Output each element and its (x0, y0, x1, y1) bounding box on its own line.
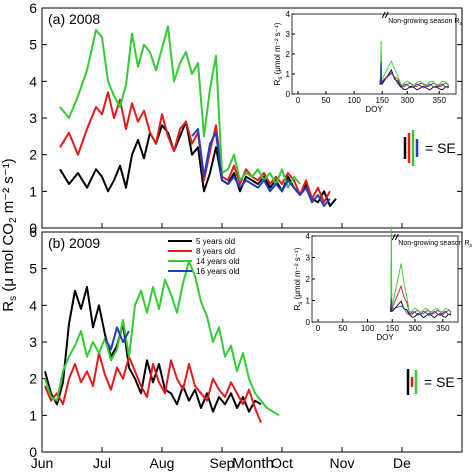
x-axis-label: Month (232, 455, 274, 472)
inset-frame (291, 13, 457, 95)
legend-label: 14 years old (196, 257, 240, 266)
se-label: = SE (425, 140, 456, 156)
y-tick-label: 6 (29, 0, 37, 16)
inset-series-line (379, 51, 449, 91)
inset-chart: 0 1 2 3 4 0 50 100 150 300 350 DOY Rs (μmol m⁻² s⁻¹)… (293, 226, 473, 342)
inset-y-tick-label: 0 (306, 318, 311, 327)
axis-break-mark (381, 11, 386, 19)
y-tick-label: 6 (29, 224, 37, 240)
inset-y-tick-label: 2 (286, 50, 291, 59)
inset-frame (311, 235, 459, 323)
y-tick-label: 4 (29, 297, 37, 313)
y-tick-label: 0 (29, 444, 37, 460)
y-tick-label: 3 (29, 334, 37, 350)
y-tick-label: 5 (29, 37, 37, 53)
series-line-14-years-old (59, 25, 301, 189)
inset-y-label: Rs (μmol m⁻² s⁻¹) (273, 22, 284, 85)
panel-label: (a) 2008 (48, 11, 100, 27)
inset-x-tick-label: 0 (316, 324, 321, 333)
inset-y-label: Rs (μmol m⁻² s⁻¹) (293, 247, 304, 310)
inset-y-tick-label: 1 (306, 297, 311, 306)
axis-break-mark (394, 233, 399, 241)
inset-y-tick-label: 3 (306, 254, 311, 263)
axis-break-mark (384, 11, 389, 19)
series-line-16-years-old (191, 128, 331, 207)
inset-series-line (389, 298, 452, 317)
y-tick-label: 1 (29, 407, 37, 423)
series-line-8-years-old (44, 352, 262, 424)
inset-x-label: DOY (376, 333, 394, 342)
y-tick-label: 1 (29, 183, 37, 199)
inset-annotation: Non-growing season Rs (388, 18, 462, 27)
y-tick-label: 2 (29, 147, 37, 163)
inset-x-tick-label: 100 (347, 96, 361, 105)
inset-x-tick-label: 150 (386, 324, 400, 333)
y-tick-label: 5 (29, 261, 37, 277)
y-tick-label: 2 (29, 371, 37, 387)
inset-x-tick-label: 300 (408, 324, 422, 333)
x-tick-label: Sep (210, 455, 235, 471)
inset-y-tick-label: 1 (286, 70, 291, 79)
inset-x-tick-label: 50 (338, 324, 347, 333)
inset-annotation: Non-growing season Rs (398, 240, 472, 249)
inset-y-tick-label: 0 (286, 90, 291, 99)
se-label: = SE (424, 374, 455, 390)
x-tick-label: Oct (271, 455, 293, 471)
inset-x-tick-label: 0 (296, 96, 301, 105)
x-tick-label: Jul (93, 455, 111, 471)
legend-label: 8 years old (196, 247, 235, 256)
inset-x-tick-label: 350 (433, 96, 447, 105)
series-line-14-years-old (44, 260, 280, 417)
inset-x-tick-label: 50 (322, 96, 331, 105)
inset-x-tick-label: 100 (361, 324, 375, 333)
inset-series-line (379, 61, 449, 89)
inset-x-label: DOY (365, 105, 383, 114)
series-line-5-years-old (44, 286, 262, 413)
inset-x-tick-label: 150 (376, 96, 390, 105)
y-tick-label: 4 (29, 73, 37, 89)
legend-label: 5 years old (196, 237, 235, 246)
x-tick-label: Jun (31, 455, 54, 471)
inset-y-tick-label: 4 (286, 10, 291, 19)
inset-y-tick-label: 2 (306, 275, 311, 284)
inset-x-tick-label: 350 (436, 324, 450, 333)
inset-x-tick-label: 300 (401, 96, 415, 105)
panel-label: (b) 2009 (48, 235, 100, 251)
series-line-16-years-old (104, 326, 130, 351)
y-tick-label: 0 (29, 220, 37, 236)
panel-a: 0 1 2 3 4 5 6 (a) 2008 = SE 0 1 2 3 4 0 50 100 150 300 350 D… (29, 0, 463, 236)
inset-y-tick-label: 3 (286, 30, 291, 39)
x-tick-label: Aug (150, 455, 175, 471)
inset-y-tick-label: 4 (306, 232, 311, 241)
y-axis-label: Rs (μ mol CO2 m⁻² s⁻¹) (0, 158, 19, 311)
x-tick-label: Nov (330, 455, 355, 471)
panel-b: 0 1 2 3 4 5 6 Jun Jul Aug Sep Oct Nov De (b) 2009 = SE 5… (29, 224, 472, 471)
x-tick-label: De (393, 455, 411, 471)
axis-break-mark (391, 233, 396, 241)
inset-series-line (389, 285, 452, 319)
inset-chart: 0 1 2 3 4 0 50 100 150 300 350 DOY Rs (μmol m⁻² s⁻¹)… (273, 10, 462, 114)
y-tick-label: 3 (29, 110, 37, 126)
legend-label: 16 years old (196, 267, 240, 276)
